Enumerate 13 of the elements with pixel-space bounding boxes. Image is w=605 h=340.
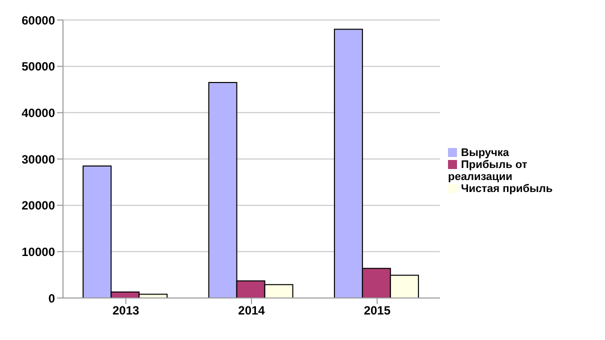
- y-tick-label: 30000: [22, 152, 56, 166]
- x-tick-label: 2015: [364, 304, 391, 318]
- legend-label: Чистая прибыль: [461, 182, 553, 194]
- legend-label: Выручка: [461, 146, 510, 158]
- x-tick-label: 2014: [238, 304, 266, 318]
- x-tick-label: 2013: [112, 304, 140, 318]
- y-tick-label: 0: [48, 291, 56, 306]
- legend-label: Прибыль от реализации: [448, 158, 528, 182]
- y-tick-label: 40000: [22, 106, 56, 120]
- y-tick-label: 20000: [22, 198, 56, 213]
- y-tick-label: 60000: [22, 13, 56, 28]
- y-tick-label: 10000: [22, 244, 56, 259]
- y-tick-label: 50000: [22, 60, 56, 74]
